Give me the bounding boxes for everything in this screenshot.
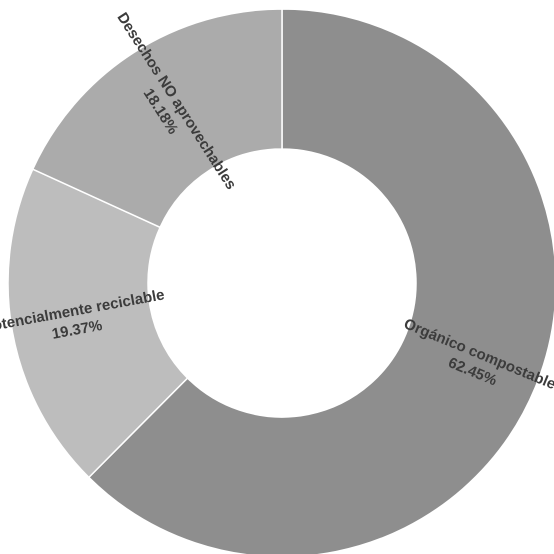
- slice: [7, 168, 189, 479]
- slice: [87, 8, 554, 554]
- slice: [31, 8, 283, 229]
